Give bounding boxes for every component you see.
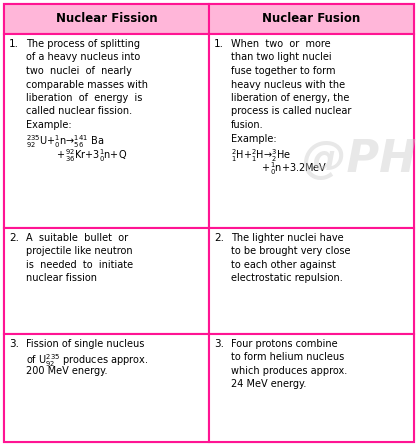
Text: Nuclear Fission: Nuclear Fission bbox=[56, 12, 157, 25]
Text: comparable masses with: comparable masses with bbox=[26, 79, 148, 90]
Text: Example:: Example: bbox=[26, 120, 71, 130]
Text: 3.: 3. bbox=[9, 339, 19, 349]
Text: $^{235}_{92}$U+$^{1}_{0}$n→$^{141}_{56}$ Ba: $^{235}_{92}$U+$^{1}_{0}$n→$^{141}_{56}$… bbox=[26, 133, 104, 150]
Text: The lighter nuclei have: The lighter nuclei have bbox=[231, 233, 344, 243]
Text: called nuclear fission.: called nuclear fission. bbox=[26, 107, 132, 116]
Text: 2.: 2. bbox=[9, 233, 19, 243]
Text: liberation  of  energy  is: liberation of energy is bbox=[26, 93, 143, 103]
Text: process is called nuclear: process is called nuclear bbox=[231, 107, 352, 116]
Text: Fission of single nucleus: Fission of single nucleus bbox=[26, 339, 144, 349]
Text: is  needed  to  initiate: is needed to initiate bbox=[26, 260, 133, 270]
Bar bbox=[4, 34, 209, 228]
Text: fuse together to form: fuse together to form bbox=[231, 66, 336, 76]
Text: Four protons combine: Four protons combine bbox=[231, 339, 338, 349]
Text: 24 MeV energy.: 24 MeV energy. bbox=[231, 380, 306, 389]
Text: 1.: 1. bbox=[214, 39, 224, 49]
Text: A  suitable  bullet  or: A suitable bullet or bbox=[26, 233, 128, 243]
Bar bbox=[4, 4, 209, 34]
Text: Example:: Example: bbox=[231, 133, 277, 144]
Text: Nuclear Fusion: Nuclear Fusion bbox=[263, 12, 361, 25]
Text: of U$^{235}_{92}$ produces approx.: of U$^{235}_{92}$ produces approx. bbox=[26, 352, 148, 369]
Text: 2.: 2. bbox=[214, 233, 224, 243]
Text: +$^{92}_{36}$Kr+3$^{1}_{0}$n+Q: +$^{92}_{36}$Kr+3$^{1}_{0}$n+Q bbox=[26, 147, 127, 164]
Bar bbox=[209, 4, 414, 34]
Text: to each other against: to each other against bbox=[231, 260, 336, 270]
Text: than two light nuclei: than two light nuclei bbox=[231, 53, 331, 62]
Text: electrostatic repulsion.: electrostatic repulsion. bbox=[231, 273, 343, 283]
Text: nuclear fission: nuclear fission bbox=[26, 273, 97, 283]
Text: to form helium nucleus: to form helium nucleus bbox=[231, 352, 344, 363]
Text: which produces approx.: which produces approx. bbox=[231, 366, 347, 376]
Text: $^{2}_{1}$H+$^{2}_{1}$H→$^{3}_{2}$He: $^{2}_{1}$H+$^{2}_{1}$H→$^{3}_{2}$He bbox=[231, 147, 291, 164]
Text: 3.: 3. bbox=[214, 339, 224, 349]
Text: projectile like neutron: projectile like neutron bbox=[26, 246, 133, 256]
Text: of a heavy nucleus into: of a heavy nucleus into bbox=[26, 53, 140, 62]
Bar bbox=[4, 228, 209, 334]
Bar bbox=[209, 34, 414, 228]
Text: fusion.: fusion. bbox=[231, 120, 264, 130]
Text: The process of splitting: The process of splitting bbox=[26, 39, 140, 49]
Text: When  two  or  more: When two or more bbox=[231, 39, 331, 49]
Text: 1.: 1. bbox=[9, 39, 19, 49]
Bar bbox=[209, 228, 414, 334]
Text: to be brought very close: to be brought very close bbox=[231, 246, 351, 256]
Text: 200 MeV energy.: 200 MeV energy. bbox=[26, 366, 107, 376]
Text: liberation of energy, the: liberation of energy, the bbox=[231, 93, 349, 103]
Bar bbox=[4, 334, 209, 442]
Text: @PH: @PH bbox=[302, 138, 416, 182]
Text: +$^{1}_{0}$n+3.2MeV: +$^{1}_{0}$n+3.2MeV bbox=[231, 161, 327, 178]
Text: heavy nucleus with the: heavy nucleus with the bbox=[231, 79, 345, 90]
Text: two  nuclei  of  nearly: two nuclei of nearly bbox=[26, 66, 132, 76]
Bar bbox=[209, 334, 414, 442]
